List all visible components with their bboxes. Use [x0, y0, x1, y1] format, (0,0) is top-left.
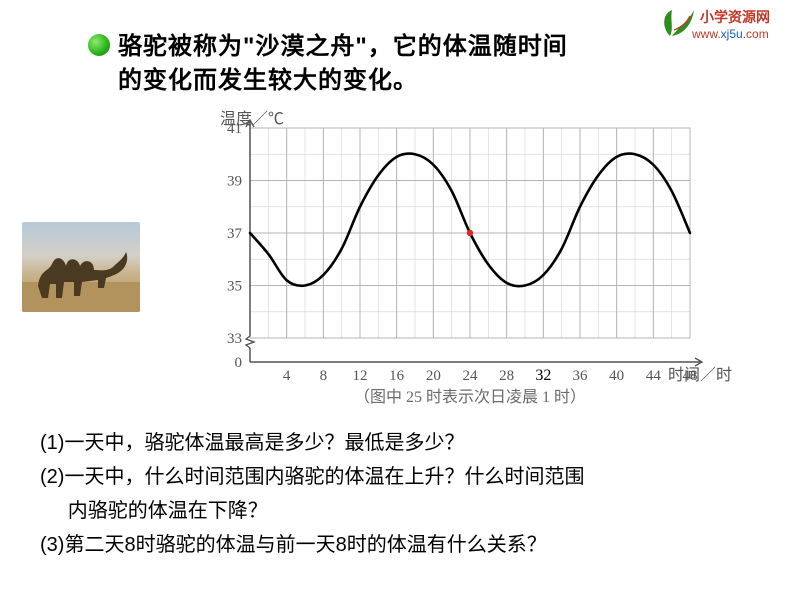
svg-text:4: 4	[283, 368, 291, 384]
svg-text:0: 0	[235, 355, 243, 371]
svg-text:36: 36	[573, 368, 589, 384]
logo-text-2: www.xj5u.com	[691, 27, 769, 41]
svg-text:12: 12	[353, 368, 368, 384]
svg-text:40: 40	[609, 368, 624, 384]
headline-text: 骆驼被称为"沙漠之舟"，它的体温随时间 的变化而发生较大的变化。	[118, 30, 568, 98]
svg-text:24: 24	[463, 368, 479, 384]
question-2-line2: 内骆驼的体温在下降？	[40, 494, 770, 528]
question-2-line1: (2)一天中，什么时间范围内骆驼的体温在上升？什么时间范围	[40, 460, 770, 494]
headline-line1: 骆驼被称为"沙漠之舟"，它的体温随时间	[118, 30, 568, 64]
question-3: (3)第二天8时骆驼的体温与前一天8时的体温有什么关系？	[40, 528, 770, 562]
leaf-icon	[664, 10, 694, 36]
bullet-icon	[88, 34, 110, 56]
svg-text:28: 28	[499, 368, 514, 384]
svg-text:44: 44	[646, 368, 662, 384]
svg-text:8: 8	[320, 368, 328, 384]
svg-text:37: 37	[227, 226, 243, 242]
temperature-chart: 333537394104812162024283236404448温度／℃时间／…	[186, 110, 746, 417]
svg-text:20: 20	[426, 368, 441, 384]
svg-text:33: 33	[227, 331, 242, 347]
svg-text:时间／时: 时间／时	[668, 366, 732, 384]
question-1: (1)一天中，骆驼体温最高是多少？最低是多少？	[40, 426, 770, 460]
site-logo: 小学资源网 www.xj5u.com	[656, 6, 786, 55]
question-list: (1)一天中，骆驼体温最高是多少？最低是多少？ (2)一天中，什么时间范围内骆驼…	[40, 426, 770, 562]
camel-image	[22, 222, 140, 312]
svg-text:39: 39	[227, 174, 242, 190]
svg-text:16: 16	[389, 368, 405, 384]
svg-text:32: 32	[535, 367, 551, 384]
svg-text:温度／℃: 温度／℃	[220, 110, 284, 128]
logo-text-1: 小学资源网	[700, 9, 770, 25]
svg-text:35: 35	[227, 279, 242, 295]
svg-text:（图中 25 时表示次日凌晨 1 时）: （图中 25 时表示次日凌晨 1 时）	[354, 388, 586, 406]
headline-line2: 的变化而发生较大的变化。	[118, 64, 568, 98]
